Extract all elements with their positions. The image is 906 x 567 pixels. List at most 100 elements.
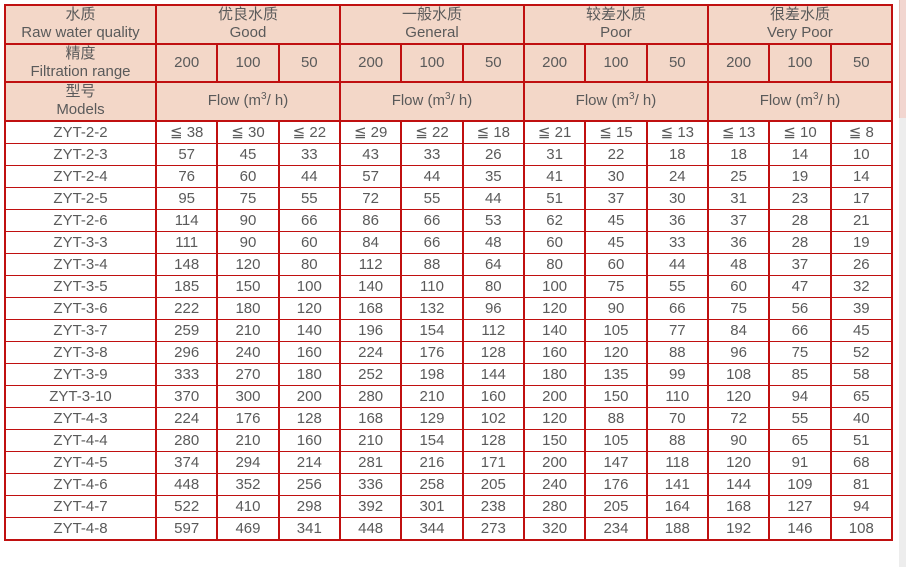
- value-cell: 33: [400, 142, 464, 166]
- value-cell: 88: [400, 252, 464, 276]
- value-cell: ≦ 29: [338, 119, 403, 144]
- model-cell: ZYT-2-6: [4, 208, 157, 232]
- filtration-col-good-100: 100: [216, 42, 280, 84]
- value-cell: 84: [706, 318, 771, 342]
- value-cell: 96: [461, 296, 525, 320]
- value-cell: 281: [338, 450, 403, 474]
- table-row: ZYT-4-5 374 294 214 281 216 171 200 147 …: [4, 450, 894, 474]
- value-cell: 205: [584, 494, 648, 518]
- value-cell: 120: [522, 296, 587, 320]
- value-cell: 154: [400, 318, 464, 342]
- value-cell: 200: [277, 384, 341, 408]
- value-cell: 39: [829, 296, 894, 320]
- value-cell: 45: [216, 142, 280, 166]
- value-cell: ≦ 10: [768, 119, 832, 144]
- group-general-zh: 一般水质: [401, 6, 462, 23]
- filtration-col-general-50: 50: [461, 42, 525, 84]
- value-cell: 48: [706, 252, 771, 276]
- group-poor-en: Poor: [600, 24, 632, 42]
- value-cell: 296: [154, 340, 219, 364]
- value-cell: 176: [216, 406, 280, 430]
- value-cell: 222: [154, 296, 219, 320]
- group-good-en: Good: [229, 24, 267, 42]
- value-cell: 44: [400, 164, 464, 188]
- value-cell: 40: [829, 406, 894, 430]
- model-cell: ZYT-2-4: [4, 164, 157, 188]
- value-cell: 30: [645, 186, 709, 210]
- value-cell: 72: [338, 186, 403, 210]
- value-cell: 294: [216, 450, 280, 474]
- value-cell: 128: [461, 428, 525, 452]
- header-flow-general: Flow (m3/ h): [338, 81, 525, 122]
- value-cell: 37: [768, 252, 832, 276]
- value-cell: 118: [645, 450, 709, 474]
- value-cell: 55: [768, 406, 832, 430]
- value-cell: 105: [584, 318, 648, 342]
- value-cell: 85: [768, 362, 832, 386]
- value-cell: 70: [645, 406, 709, 430]
- filtration-range-en: Filtration range: [30, 62, 131, 80]
- value-cell: 60: [706, 274, 771, 298]
- value-cell: ≦ 13: [645, 119, 709, 144]
- value-cell: 90: [216, 230, 280, 254]
- value-cell: ≦ 21: [522, 119, 587, 144]
- header-row-filtration: 精度 Filtration range 200 100 50 200 100 5…: [4, 42, 894, 84]
- flow-superscript: 3: [445, 91, 451, 103]
- value-cell: 75: [216, 186, 280, 210]
- value-cell: 77: [645, 318, 709, 342]
- value-cell: 141: [645, 472, 709, 496]
- value-cell: 210: [338, 428, 403, 452]
- group-very-poor-en: Very Poor: [767, 24, 833, 42]
- value-cell: 258: [400, 472, 464, 496]
- value-cell: 341: [277, 516, 341, 541]
- value-cell: 22: [584, 142, 648, 166]
- raw-water-quality-en: Raw water quality: [21, 24, 140, 42]
- value-cell: 31: [706, 186, 771, 210]
- model-cell: ZYT-3-8: [4, 340, 157, 364]
- value-cell: 66: [400, 230, 464, 254]
- filtration-col-very-poor-100: 100: [768, 42, 832, 84]
- value-cell: 168: [706, 494, 771, 518]
- value-cell: 86: [338, 208, 403, 232]
- value-cell: 36: [706, 230, 771, 254]
- value-cell: 180: [216, 296, 280, 320]
- value-cell: 25: [706, 164, 771, 188]
- value-cell: 270: [216, 362, 280, 386]
- value-cell: ≦ 22: [400, 119, 464, 144]
- value-cell: 344: [400, 516, 464, 541]
- group-poor-zh: 较差水质: [585, 6, 646, 23]
- value-cell: 80: [461, 274, 525, 298]
- scrollbar-track[interactable]: [899, 0, 906, 567]
- value-cell: 105: [584, 428, 648, 452]
- value-cell: 140: [277, 318, 341, 342]
- header-group-good: 优良水质 Good: [155, 4, 341, 45]
- value-cell: 55: [400, 186, 464, 210]
- value-cell: 280: [338, 384, 403, 408]
- value-cell: 256: [277, 472, 341, 496]
- value-cell: 110: [400, 274, 464, 298]
- filtration-col-poor-100: 100: [584, 42, 648, 84]
- value-cell: 47: [768, 274, 832, 298]
- value-cell: 120: [216, 252, 280, 276]
- value-cell: 36: [645, 208, 709, 232]
- value-cell: 216: [400, 450, 464, 474]
- value-cell: 114: [154, 208, 219, 232]
- value-cell: 48: [461, 230, 525, 254]
- header-row-quality: 水质 Raw water quality 优良水质 Good 一般水质 Gene…: [4, 4, 894, 45]
- value-cell: 53: [461, 208, 525, 232]
- scrollbar-thumb[interactable]: [899, 0, 906, 118]
- filtration-col-very-poor-50: 50: [829, 42, 894, 84]
- flow-superscript: 3: [813, 91, 819, 103]
- value-cell: 234: [584, 516, 648, 541]
- value-cell: 144: [461, 362, 525, 386]
- filtration-col-very-poor-200: 200: [706, 42, 771, 84]
- value-cell: 72: [706, 406, 771, 430]
- value-cell: 522: [154, 494, 219, 518]
- model-cell: ZYT-2-2: [4, 119, 157, 144]
- value-cell: 60: [216, 164, 280, 188]
- value-cell: 23: [768, 186, 832, 210]
- value-cell: 52: [829, 340, 894, 364]
- flow-spec-table: 水质 Raw water quality 优良水质 Good 一般水质 Gene…: [4, 4, 894, 541]
- value-cell: 140: [522, 318, 587, 342]
- table-row: ZYT-2-6 114 90 66 86 66 53 62 45 36 37 2…: [4, 208, 894, 232]
